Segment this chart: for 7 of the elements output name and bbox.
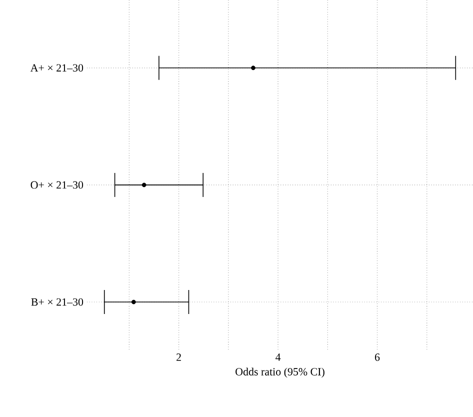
y-tick-label: O+ × 21–30: [30, 181, 84, 189]
x-tick-label: 6: [374, 354, 380, 361]
y-tick-label: B+ × 21–30: [31, 298, 84, 306]
x-tick-label: 4: [276, 354, 281, 361]
y-tick-label: A+ × 21–30: [30, 64, 84, 72]
x-tick-label: 2: [176, 354, 181, 361]
x-axis-title: Odds ratio (95% CI): [236, 368, 324, 378]
